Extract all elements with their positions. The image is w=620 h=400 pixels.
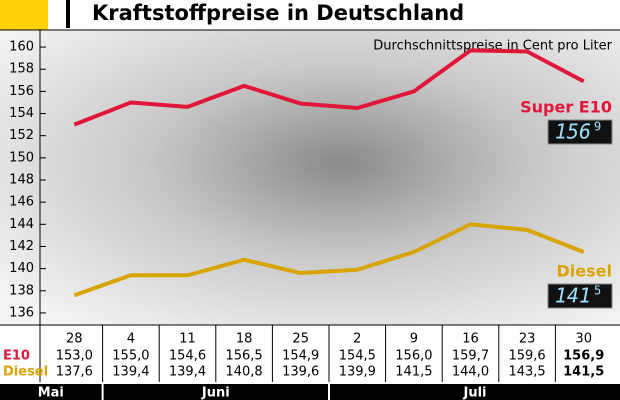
price-display-main: 141 bbox=[555, 284, 591, 308]
price-display-main: 156 bbox=[555, 120, 591, 144]
series-line bbox=[73, 48, 585, 127]
table-value: 153,0 bbox=[56, 349, 93, 364]
table-value: 139,6 bbox=[282, 365, 319, 380]
month-bar bbox=[103, 384, 328, 400]
table-value: 159,7 bbox=[452, 349, 489, 364]
x-tick-label: 2 bbox=[353, 332, 361, 347]
y-tick-label: 142 bbox=[9, 239, 34, 254]
table-value: 139,9 bbox=[339, 365, 376, 380]
row-label: E10 bbox=[3, 349, 30, 364]
table-value: 159,6 bbox=[508, 349, 545, 364]
price-display bbox=[547, 119, 613, 145]
photo-background bbox=[0, 30, 620, 325]
table-value: 137,6 bbox=[56, 365, 93, 380]
row-label: Diesel bbox=[3, 365, 48, 380]
y-tick-label: 148 bbox=[9, 173, 34, 188]
table-value: 155,0 bbox=[112, 349, 149, 364]
y-tick-label: 150 bbox=[9, 150, 34, 165]
legend-label: Diesel bbox=[557, 262, 612, 281]
header-bar bbox=[66, 0, 70, 28]
table-value: 140,8 bbox=[225, 365, 262, 380]
table-value: 154,6 bbox=[169, 349, 206, 364]
table-value: 154,9 bbox=[282, 349, 319, 364]
price-display bbox=[547, 283, 613, 309]
table-value: 143,5 bbox=[508, 365, 545, 380]
y-tick-label: 136 bbox=[9, 305, 34, 320]
table-value: 156,9 bbox=[563, 349, 604, 364]
table-value: 156,5 bbox=[225, 349, 262, 364]
table-value: 154,5 bbox=[339, 349, 376, 364]
y-tick-label: 158 bbox=[9, 62, 34, 77]
month-label: Mai bbox=[38, 386, 64, 400]
table-value: 141,5 bbox=[395, 365, 432, 380]
table-value: 141,5 bbox=[563, 365, 604, 380]
table-value: 156,0 bbox=[395, 349, 432, 364]
series-line bbox=[73, 222, 585, 298]
legend-label: Super E10 bbox=[520, 98, 612, 117]
title: Kraftstoffpreise in Deutschland bbox=[92, 1, 464, 25]
price-display-sup: 5 bbox=[594, 284, 601, 298]
subtitle: Durchschnittspreise in Cent pro Liter bbox=[373, 39, 612, 54]
y-tick-label: 160 bbox=[9, 40, 34, 55]
y-tick-label: 154 bbox=[9, 106, 34, 121]
y-tick-label: 146 bbox=[9, 195, 34, 210]
header-square bbox=[0, 0, 48, 30]
y-tick-label: 138 bbox=[9, 283, 34, 298]
y-tick-label: 152 bbox=[9, 128, 34, 143]
x-tick-label: 16 bbox=[462, 332, 479, 347]
y-tick-label: 140 bbox=[9, 261, 34, 276]
y-tick-label: 156 bbox=[9, 84, 34, 99]
month-bar bbox=[0, 384, 102, 400]
table-value: 144,0 bbox=[452, 365, 489, 380]
month-label: Juli bbox=[462, 386, 486, 400]
x-tick-label: 11 bbox=[179, 332, 196, 347]
x-tick-label: 9 bbox=[410, 332, 418, 347]
x-tick-label: 30 bbox=[575, 332, 592, 347]
price-display-sup: 9 bbox=[594, 120, 601, 134]
x-tick-label: 4 bbox=[127, 332, 135, 347]
x-tick-label: 23 bbox=[519, 332, 536, 347]
x-tick-label: 25 bbox=[292, 332, 309, 347]
month-bar bbox=[330, 384, 620, 400]
x-tick-label: 18 bbox=[236, 332, 253, 347]
x-tick-label: 28 bbox=[66, 332, 83, 347]
table-value: 139,4 bbox=[169, 365, 206, 380]
y-tick-label: 144 bbox=[9, 217, 34, 232]
month-label: Juni bbox=[201, 386, 230, 400]
table-value: 139,4 bbox=[112, 365, 149, 380]
